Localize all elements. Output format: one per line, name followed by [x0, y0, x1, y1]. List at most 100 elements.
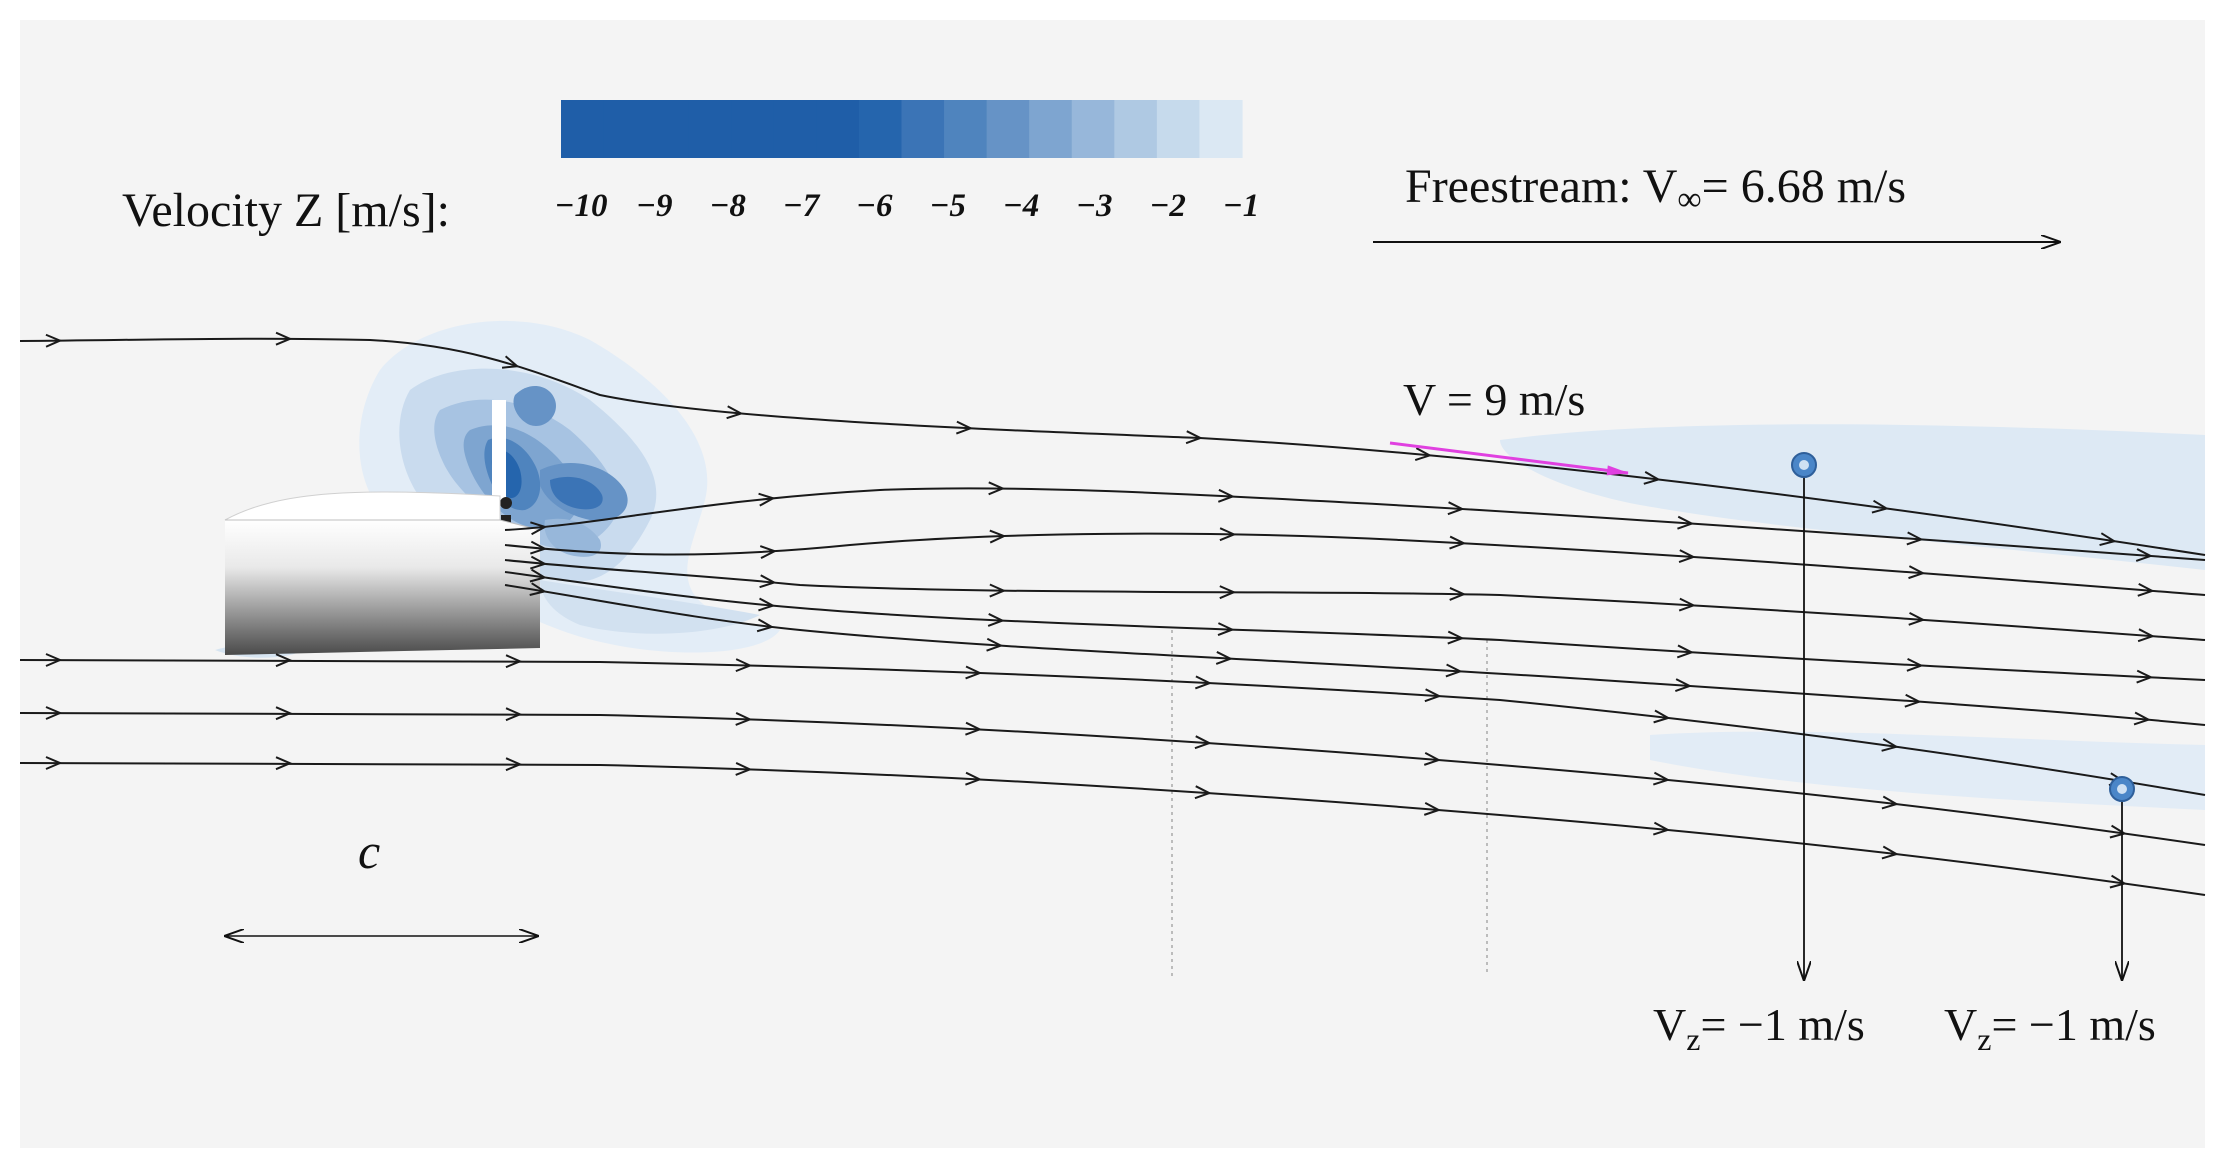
streamline-arrowhead: [2137, 582, 2155, 597]
streamline-arrowhead: [1423, 752, 1442, 766]
streamline-arrowhead: [988, 481, 1006, 496]
streamline-arrowhead: [1423, 802, 1442, 816]
probe-1: [1791, 452, 1817, 980]
colorbar-swatch: [1029, 100, 1073, 158]
streamline-arrowhead: [45, 333, 63, 348]
streamline-arrowhead: [45, 756, 63, 770]
colorbar-swatch: [944, 100, 988, 158]
streamline-arrowhead: [1676, 644, 1695, 659]
streamline-arrowhead: [1185, 430, 1203, 445]
streamline-arrowhead: [45, 706, 63, 720]
rotor-blade: [492, 400, 506, 500]
colorbar-swatch: [731, 100, 775, 158]
streamline-arrowhead: [1871, 499, 1890, 514]
streamline-arrowhead: [1881, 795, 1900, 810]
colorbar-tick-label: −1: [1223, 188, 1260, 224]
streamline-arrowhead: [989, 583, 1007, 598]
streamline-arrowhead: [1445, 663, 1463, 678]
streamline-arrowhead: [275, 706, 293, 721]
probe-2: [2109, 776, 2135, 980]
colorbar-tick-label: −5: [929, 188, 966, 224]
streamline-arrowhead: [756, 618, 775, 633]
colorbar-swatch: [688, 100, 732, 158]
streamline-arrowhead: [987, 613, 1005, 627]
colorbar-swatch: [561, 100, 605, 158]
streamline-arrowhead: [1652, 821, 1671, 836]
streamline-arrowhead: [759, 545, 778, 559]
streamline-arrowhead: [505, 707, 523, 722]
colorbar-swatch: [1156, 100, 1201, 158]
colorbar-swatch: [816, 100, 860, 158]
colorbar: [561, 100, 1243, 158]
colorbar-swatch: [1114, 100, 1158, 158]
colorbar-tick-label: −4: [1003, 188, 1040, 224]
colorbar-swatch: [1071, 100, 1115, 158]
streamline-arrowhead: [1653, 709, 1671, 724]
streamline-arrowhead: [1908, 565, 1926, 580]
streamline-arrowhead: [275, 653, 293, 668]
streamline-arrowhead: [758, 492, 776, 507]
streamline-arrowhead: [1906, 657, 1924, 672]
streamline-arrowhead: [529, 582, 548, 596]
streamline-arrowhead: [2133, 711, 2152, 726]
streamline-arrowhead: [1194, 735, 1212, 750]
streamline-arrowhead: [1449, 587, 1467, 601]
streamline-arrowhead: [1424, 688, 1442, 703]
streamline-arrowhead: [1904, 693, 1922, 708]
freestream-label: Freestream: V∞= 6.68 m/s: [1405, 160, 1906, 218]
streamline-arrowhead: [759, 574, 777, 589]
streamline-arrowhead: [275, 331, 293, 346]
streamline-arrowhead: [2135, 548, 2154, 562]
streamline: [19, 762, 2206, 896]
streamline: [19, 659, 2206, 796]
streamline-arrowhead: [1449, 535, 1467, 550]
colorbar-swatch: [986, 100, 1030, 158]
colorbar-ticks: −10 −9 −8 −7 −6 −5 −4 −3 −2 −1: [555, 188, 1260, 224]
streamline-arrowhead: [726, 405, 744, 420]
colorbar-swatch: [901, 100, 945, 158]
streamline-arrowhead: [965, 721, 983, 736]
streamline: [504, 571, 2206, 681]
streamline-arrowhead: [1678, 597, 1697, 612]
streamline-arrowhead: [1643, 471, 1661, 485]
colorbar-swatch: [603, 100, 647, 158]
wake-region-upper: [1500, 424, 2205, 570]
streamline-arrowhead: [1908, 611, 1926, 626]
streamline-arrowhead: [965, 771, 983, 786]
streamline-arrowhead: [530, 521, 548, 536]
streamline-arrowhead: [1677, 515, 1695, 530]
streamline-arrowhead: [1906, 531, 1924, 546]
streamline: [504, 487, 2206, 561]
streamline-arrowhead: [275, 756, 293, 771]
velocity-vector: [1389, 441, 1629, 476]
colorbar-swatch: [858, 100, 903, 158]
streamline-arrowhead: [1652, 771, 1671, 786]
streamline-arrowhead: [735, 712, 753, 726]
streamline-arrowhead: [505, 757, 523, 772]
streamline-arrowhead: [1881, 738, 1899, 752]
streamline-arrowhead: [1219, 585, 1237, 600]
colorbar-tick-label: −6: [856, 188, 893, 224]
streamline: [504, 584, 2206, 726]
streamline-arrowhead: [1447, 501, 1465, 516]
streamline-arrowhead: [1678, 549, 1696, 564]
streamline-arrowhead: [1414, 447, 1433, 462]
streamline-arrowhead: [735, 762, 753, 776]
streamline-arrowhead: [501, 355, 520, 369]
streamline-arrowhead: [965, 665, 983, 680]
streamline-arrowhead: [955, 420, 974, 435]
colorbar-tick-label: −9: [636, 188, 673, 224]
streamline-arrowhead: [1215, 651, 1234, 665]
streamline-arrowhead: [986, 637, 1004, 652]
streamline-arrowhead: [530, 555, 548, 570]
streamline-arrowhead: [1194, 785, 1212, 800]
probe-1-label: Vz= −1 m/s: [1653, 999, 1865, 1057]
colorbar-tick-label: −10: [555, 188, 608, 224]
streamline-arrowhead: [735, 658, 753, 673]
wake-region-lower: [1650, 731, 2205, 810]
streamline-arrowhead: [1217, 488, 1236, 503]
streamline: [19, 712, 2206, 846]
colorbar-tick-label: −2: [1149, 188, 1186, 224]
colorbar-tick-label: −8: [709, 188, 746, 224]
